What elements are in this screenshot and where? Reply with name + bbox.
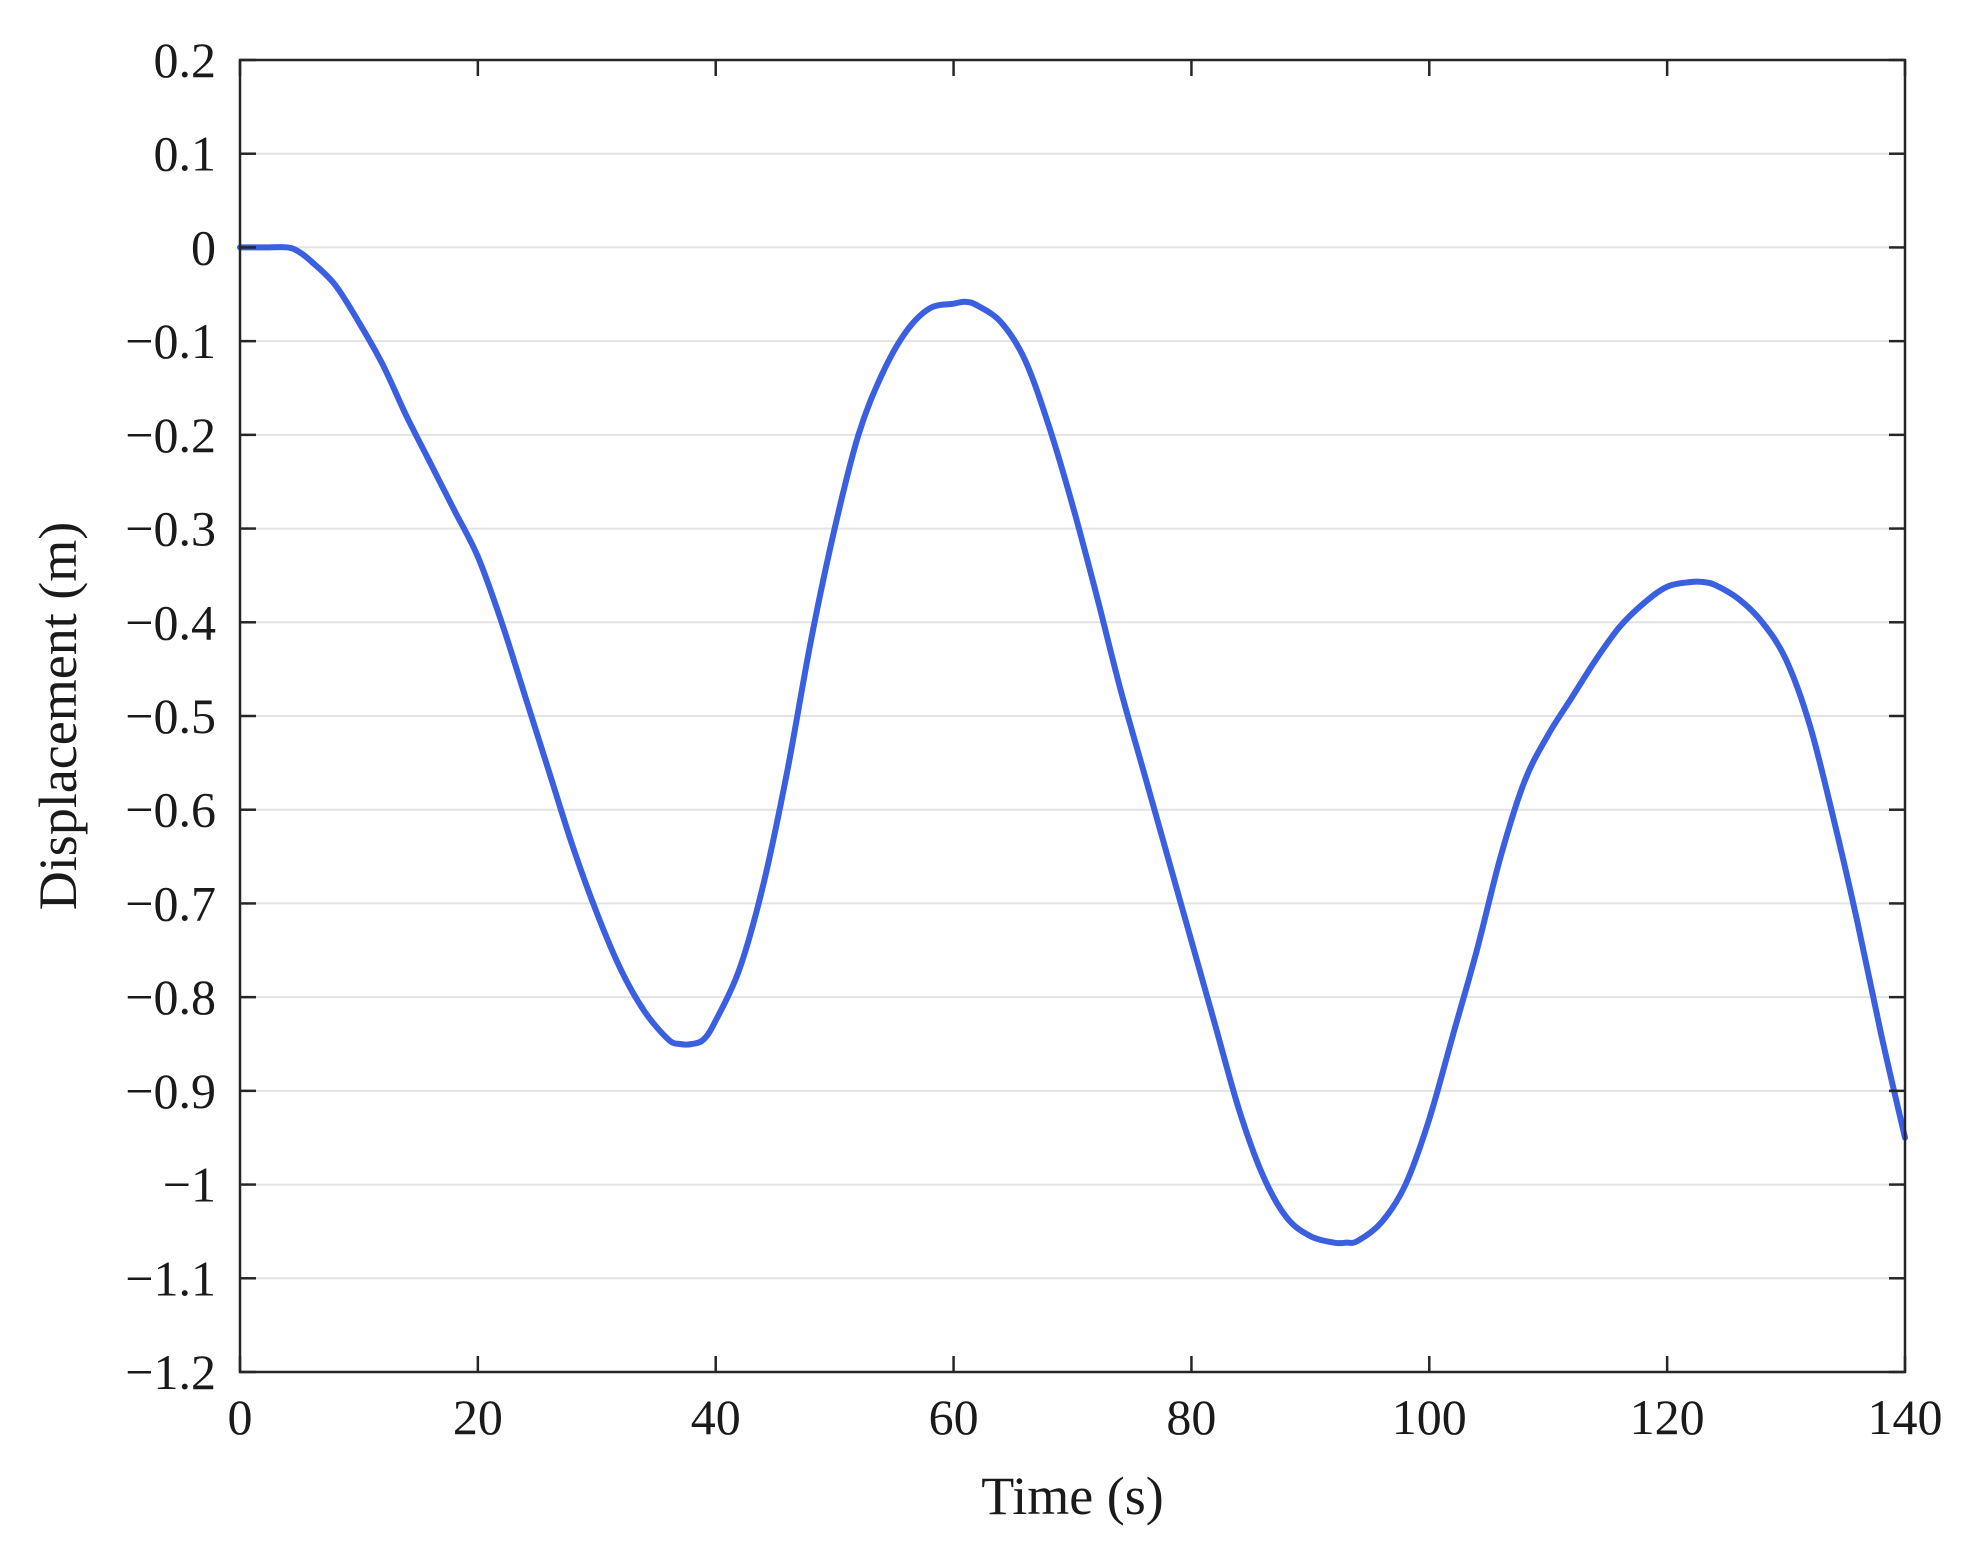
y-tick-label: −1.2 xyxy=(125,1344,216,1400)
y-tick-label: −0.4 xyxy=(125,594,216,650)
y-tick-label: 0.2 xyxy=(154,32,217,88)
y-tick-label: −1 xyxy=(163,1157,216,1213)
x-tick-labels: 0 20 40 60 80 100 120 140 xyxy=(228,1389,1943,1445)
y-tick-label: 0 xyxy=(191,219,216,275)
y-tick-label: −0.3 xyxy=(125,501,216,557)
series-line-0 xyxy=(237,244,1908,1247)
y-tick-label: −0.2 xyxy=(125,407,216,463)
x-tick-label: 120 xyxy=(1630,1389,1705,1445)
x-tick-label: 40 xyxy=(691,1389,741,1445)
y-tick-label: −0.8 xyxy=(125,969,216,1025)
x-tick-label: 60 xyxy=(929,1389,979,1445)
y-tick-label: −0.7 xyxy=(125,875,216,931)
x-tick-label: 140 xyxy=(1868,1389,1943,1445)
gridlines xyxy=(240,59,1905,1373)
y-tick-label: −0.1 xyxy=(125,313,216,369)
y-axis-label: Displacement (m) xyxy=(28,522,88,910)
x-tick-label: 20 xyxy=(453,1389,503,1445)
y-tick-labels: 0.2 0.1 0 −0.1 −0.2 −0.3 −0.4 −0.5 −0.6 −0.7 −0.8 −… xyxy=(125,32,216,1400)
x-tick-label: 100 xyxy=(1392,1389,1467,1445)
series-layer xyxy=(237,244,1908,1247)
y-tick-label: −0.6 xyxy=(125,782,216,838)
y-tick-label: −0.5 xyxy=(125,688,216,744)
x-tick-label: 0 xyxy=(228,1389,253,1445)
y-tick-label: 0.1 xyxy=(154,126,217,182)
x-axis-label: Time (s) xyxy=(981,1466,1164,1526)
tick-marks xyxy=(238,58,1907,1374)
y-tick-label: −0.9 xyxy=(125,1063,216,1119)
y-tick-label: −1.1 xyxy=(125,1250,216,1306)
x-tick-label: 80 xyxy=(1166,1389,1216,1445)
